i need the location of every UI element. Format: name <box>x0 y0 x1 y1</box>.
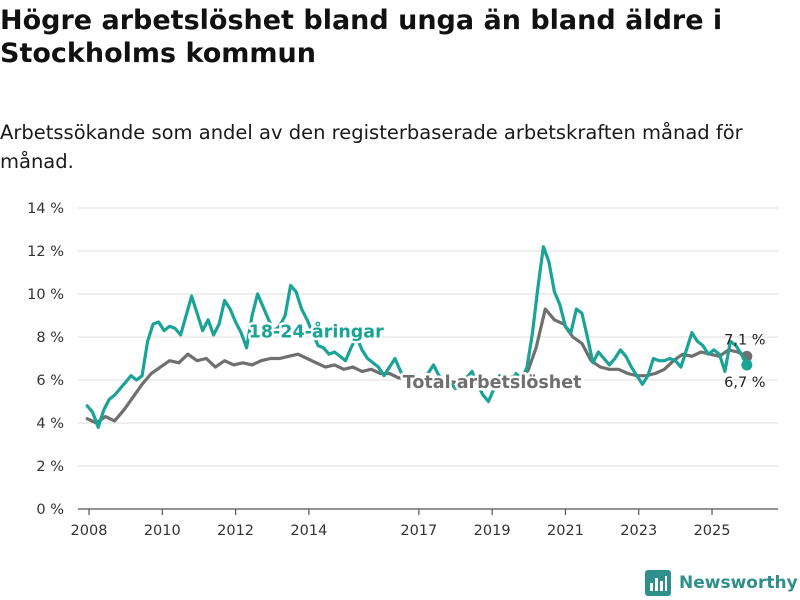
youth-series-line <box>85 245 749 429</box>
youth-end-label: 6,7 % <box>724 375 765 391</box>
x-tick-label: 2025 <box>694 523 731 539</box>
x-tick-label: 2017 <box>400 523 437 539</box>
y-tick-label: 10 % <box>27 287 64 303</box>
brand-name: Newsworthy <box>679 573 798 593</box>
y-tick-label: 12 % <box>27 244 64 260</box>
x-tick-label: 2012 <box>217 523 254 539</box>
newsworthy-brand: Newsworthy <box>645 568 798 598</box>
y-tick-label: 8 % <box>36 330 64 346</box>
y-axis-tick-labels: 0 % 2 % 4 % 6 % 8 % 10 % 12 % 14 % <box>27 201 64 518</box>
y-tick-label: 14 % <box>27 201 64 217</box>
y-tick-label: 2 % <box>36 459 64 475</box>
y-tick-label: 6 % <box>36 373 64 389</box>
chart-subtitle: Arbetssökande som andel av den registerb… <box>0 121 743 173</box>
x-axis: 2008 2010 2012 2014 2017 2019 2021 2023 2025 <box>71 508 778 539</box>
total-end-label: 7,1 % <box>724 332 765 348</box>
chart-title: Högre arbetslöshet bland unga än bland ä… <box>0 5 723 69</box>
x-tick-label: 2019 <box>474 523 511 539</box>
youth-series-label: 18-24-åringar <box>249 321 384 343</box>
total-series-line <box>85 307 749 425</box>
x-tick-label: 2014 <box>290 523 327 539</box>
data-series <box>85 245 753 429</box>
x-tick-label: 2008 <box>71 523 108 539</box>
line-chart: 0 % 2 % 4 % 6 % 8 % 10 % 12 % 14 % 2008 2010 2012… <box>27 201 778 539</box>
youth-end-dot <box>741 359 753 371</box>
x-tick-label: 2023 <box>620 523 657 539</box>
x-tick-label: 2021 <box>547 523 584 539</box>
chart-annotations: 7,1 % 6,7 % 18-24-åringar Total arbetslöshe… <box>246 318 765 396</box>
y-tick-label: 4 % <box>36 416 64 432</box>
x-tick-label: 2010 <box>144 523 181 539</box>
total-series-label: Total arbetslöshet <box>403 373 582 393</box>
gridlines <box>78 207 778 510</box>
y-tick-label: 0 % <box>36 502 64 518</box>
bar-chart-logo-icon <box>645 570 671 596</box>
